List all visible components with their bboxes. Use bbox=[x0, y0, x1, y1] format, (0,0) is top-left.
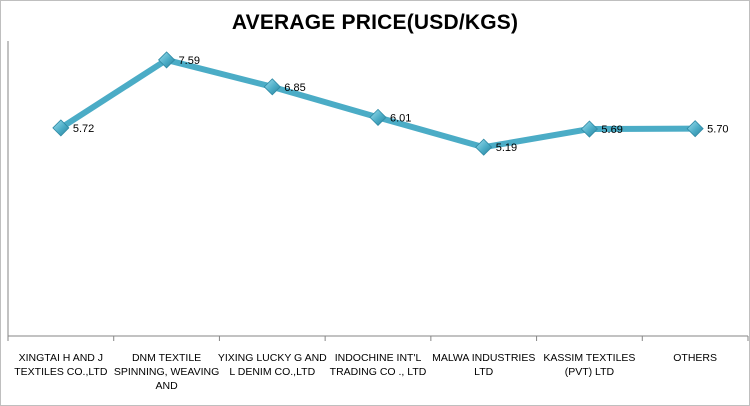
data-point-marker bbox=[475, 138, 493, 156]
x-tick-label: LTD bbox=[474, 366, 493, 378]
data-point-marker bbox=[52, 119, 70, 137]
data-label: 5.70 bbox=[707, 124, 728, 136]
data-label: 5.69 bbox=[601, 124, 622, 136]
x-tick-label: OTHERS bbox=[673, 352, 717, 364]
x-tick-label: KASSIM TEXTILES bbox=[543, 352, 635, 364]
x-tick-label: TEXTILES CO.,LTD bbox=[14, 366, 108, 378]
x-tick-label: (PVT) LTD bbox=[565, 366, 615, 378]
data-label: 6.01 bbox=[390, 112, 411, 124]
data-point-marker bbox=[263, 78, 281, 96]
x-tick-label: AND bbox=[155, 380, 178, 392]
x-tick-label: L DENIM CO.,LTD bbox=[229, 366, 315, 378]
x-tick-label: SPINNING, WEAVING bbox=[114, 366, 219, 378]
data-point-marker bbox=[369, 108, 387, 126]
x-tick-label: TRADING CO ., LTD bbox=[330, 366, 427, 378]
x-tick-label: INDOCHINE INT'L bbox=[335, 352, 422, 364]
x-tick-label: YIXING LUCKY G AND bbox=[218, 352, 327, 364]
data-point-marker bbox=[580, 120, 598, 138]
data-label: 6.85 bbox=[284, 82, 305, 94]
data-label: 5.19 bbox=[496, 142, 517, 154]
data-label: 5.72 bbox=[73, 123, 94, 135]
x-tick-label: MALWA INDUSTRIES bbox=[432, 352, 535, 364]
x-tick-label: DNM TEXTILE bbox=[132, 352, 201, 364]
data-point-marker bbox=[686, 120, 704, 138]
chart-title: AVERAGE PRICE(USD/KGS) bbox=[231, 11, 519, 34]
data-point-marker bbox=[158, 51, 176, 69]
data-label: 7.59 bbox=[179, 55, 200, 67]
x-tick-label: XINGTAI H AND J bbox=[19, 352, 103, 364]
series-line bbox=[57, 56, 699, 151]
